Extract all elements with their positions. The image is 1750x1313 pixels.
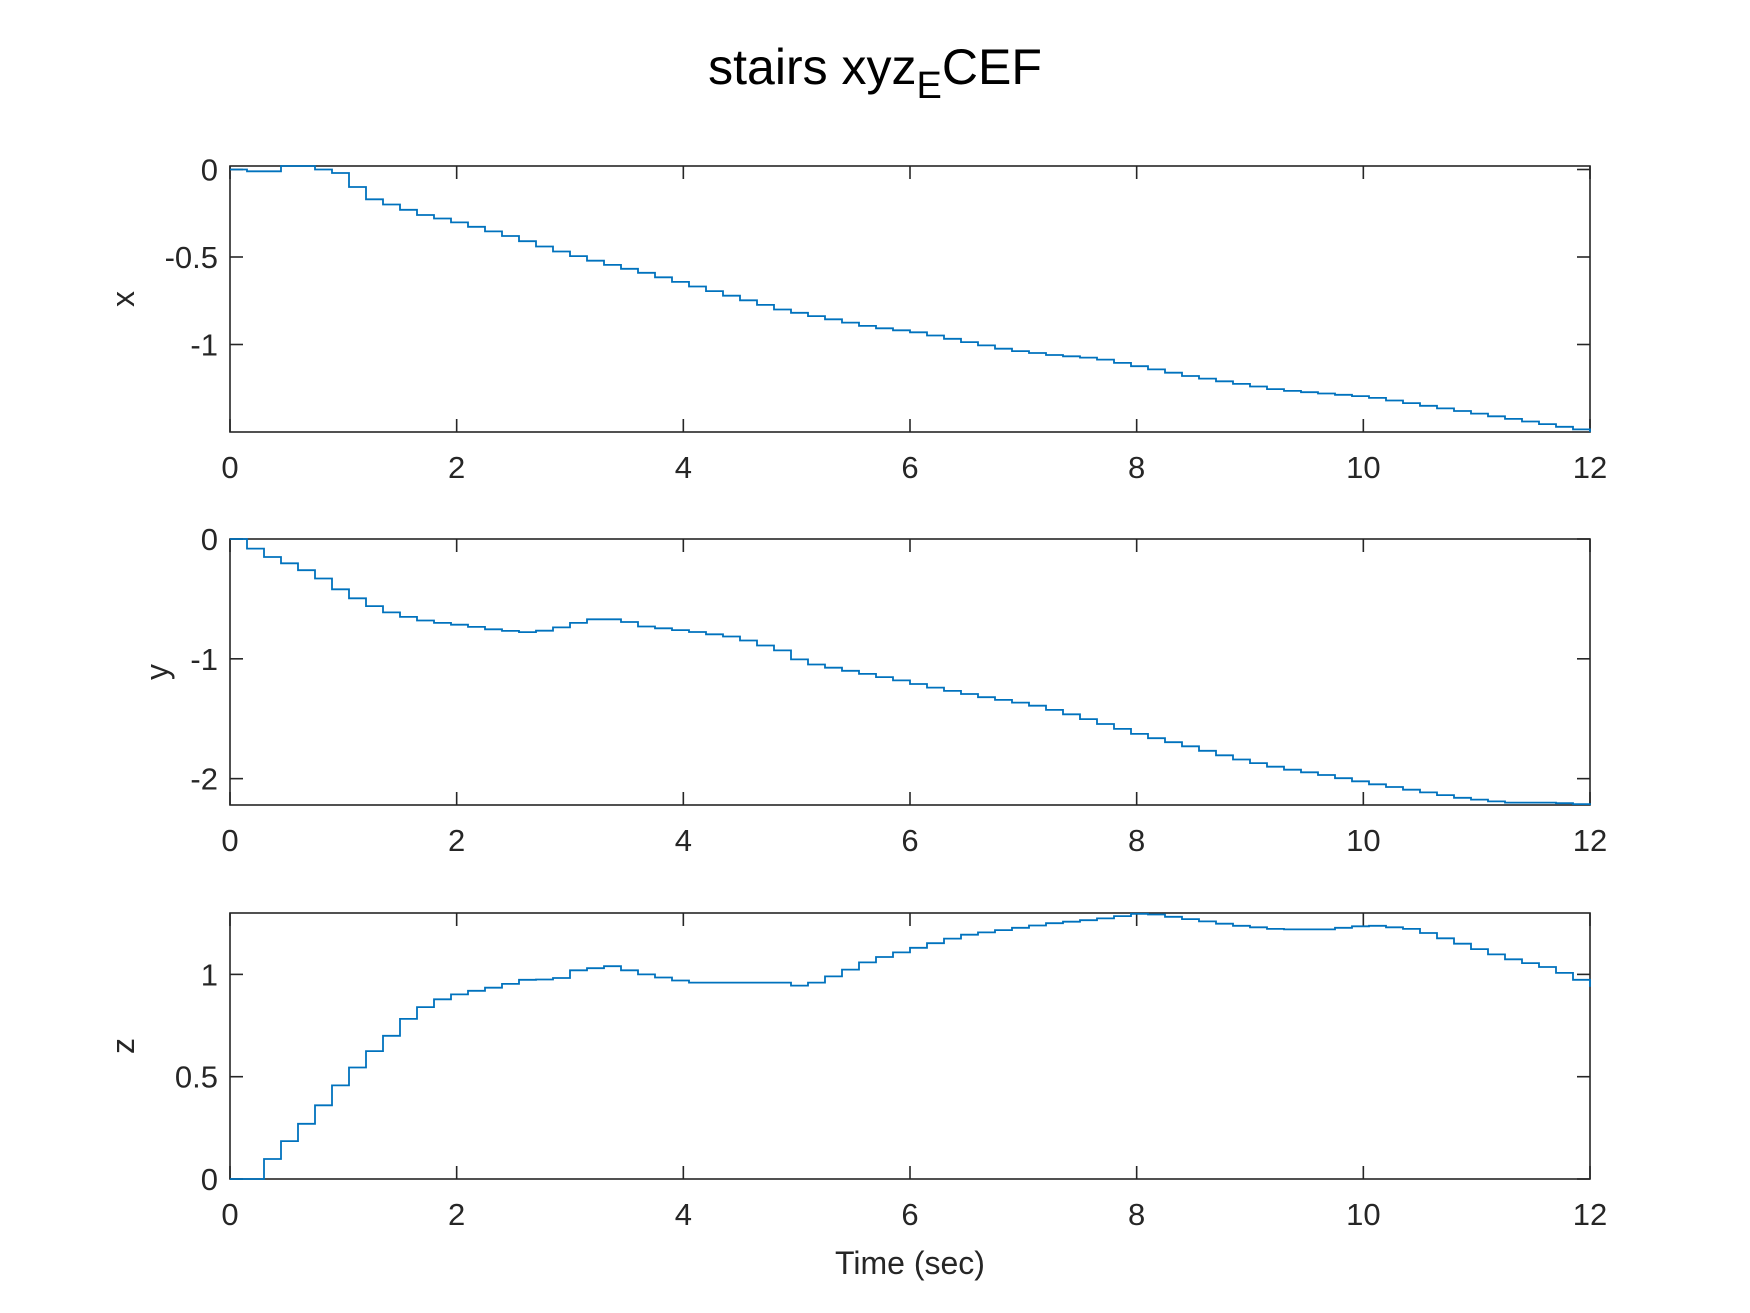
subplot-z: 0 2 4 6 8 10 12 1 0.5 0 z Time (sec) <box>105 912 1607 1281</box>
y-tick-label: 0.5 <box>175 1060 218 1095</box>
series-line <box>230 538 1591 805</box>
x-tick-label: 6 <box>901 450 918 485</box>
series-line <box>230 165 1591 432</box>
x-tick-label: 10 <box>1346 450 1380 485</box>
x-tick-label: 8 <box>1128 1197 1145 1232</box>
y-tick-label: -1 <box>190 642 218 677</box>
x-tick-label: 4 <box>675 823 692 858</box>
title-subscript: E <box>917 65 942 107</box>
x-axis-label: Time (sec) <box>835 1245 985 1281</box>
subplot-y: 0 2 4 6 8 10 12 0 -1 -2 y <box>139 522 1607 858</box>
x-tick-label: 0 <box>221 450 238 485</box>
x-tick-label: 2 <box>448 823 465 858</box>
x-tick-label: 0 <box>221 1197 238 1232</box>
figure-title: stairs xyzECEF <box>708 39 1042 107</box>
y-axis-label: z <box>105 1038 141 1054</box>
x-tick-label: 2 <box>448 1197 465 1232</box>
y-axis-label: y <box>139 664 175 680</box>
x-tick-label: 10 <box>1346 1197 1380 1232</box>
y-tick-label: -1 <box>190 328 218 363</box>
x-tick-label: 12 <box>1573 1197 1607 1232</box>
axes-box <box>229 538 1591 806</box>
x-tick-label: 2 <box>448 450 465 485</box>
title-main: stairs xyz <box>708 39 916 95</box>
y-tick-label: -0.5 <box>165 240 218 275</box>
axes-box <box>229 165 1591 433</box>
x-tick-label: 8 <box>1128 450 1145 485</box>
x-tick-label: 0 <box>221 823 238 858</box>
x-tick-label: 6 <box>901 823 918 858</box>
y-axis-label: x <box>105 291 141 307</box>
x-tick-label: 4 <box>675 1197 692 1232</box>
y-tick-label: 0 <box>201 153 218 188</box>
x-tick-label: 12 <box>1573 450 1607 485</box>
y-tick-label: 0 <box>201 522 218 557</box>
y-tick-label: 1 <box>201 957 218 992</box>
subplot-x: 0 2 4 6 8 10 12 0 -0.5 -1 x <box>105 153 1607 486</box>
series-line <box>230 912 1591 1180</box>
x-tick-label: 8 <box>1128 823 1145 858</box>
y-tick-label: 0 <box>201 1162 218 1197</box>
x-tick-label: 12 <box>1573 823 1607 858</box>
title-suffix: CEF <box>942 39 1042 95</box>
x-tick-label: 4 <box>675 450 692 485</box>
x-tick-label: 10 <box>1346 823 1380 858</box>
x-tick-label: 6 <box>901 1197 918 1232</box>
y-tick-label: -2 <box>190 762 218 797</box>
